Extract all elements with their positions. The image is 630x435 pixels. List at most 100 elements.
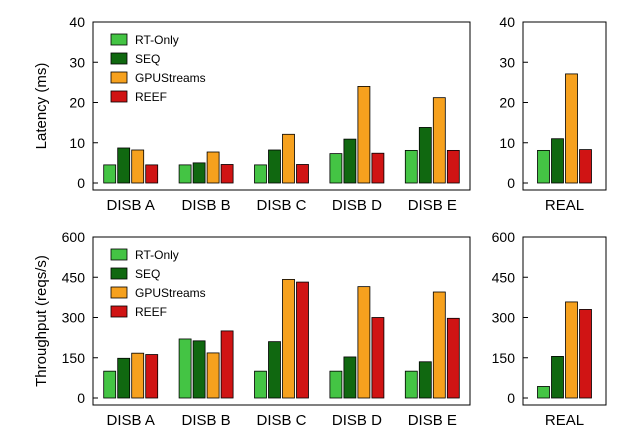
legend-label-seq: SEQ bbox=[135, 267, 160, 281]
latency-main-bar-disb-c-reef bbox=[296, 164, 309, 184]
throughput-main-bar-disb-d-gpustreams bbox=[357, 286, 371, 399]
legend-label-rt-only: RT-Only bbox=[135, 248, 179, 262]
throughput-real-panel: 0 150 300 450 600 REAL bbox=[492, 229, 607, 429]
latency-main-frame bbox=[92, 21, 471, 191]
latency-real-bar-real-rt-only bbox=[537, 149, 550, 184]
throughput-real-ytick-label: 450 bbox=[492, 269, 516, 285]
throughput-main-category-label: DISB D bbox=[332, 412, 382, 429]
latency-main-bar-disb-d-gpustreams bbox=[357, 86, 371, 184]
latency-main-ytick-label: 40 bbox=[69, 14, 85, 30]
latency-real-ytick-label: 40 bbox=[499, 14, 515, 30]
throughput-main-category-label: DISB B bbox=[182, 412, 231, 429]
legend-swatch-rt-only bbox=[110, 33, 128, 46]
throughput-main-ytick-label: 450 bbox=[62, 269, 86, 285]
throughput-main-bar-disb-d-seq bbox=[343, 356, 357, 399]
latency-main-category-label: DISB E bbox=[408, 197, 457, 214]
legend-swatch-gpustreams bbox=[110, 286, 128, 299]
latency-main-legend: RT-Only SEQ GPUStreams REEF bbox=[110, 33, 206, 104]
latency-real-bar-real-reef bbox=[579, 149, 592, 184]
throughput-main-bar-disb-b-rt-only bbox=[178, 338, 192, 399]
throughput-main-ytick-label: 600 bbox=[62, 229, 86, 245]
latency-main-category-label: DISB A bbox=[107, 197, 155, 214]
legend-swatch-gpustreams bbox=[110, 71, 128, 84]
legend-label-rt-only: RT-Only bbox=[135, 33, 179, 47]
throughput-main-bar-disb-c-reef bbox=[296, 281, 309, 399]
throughput-real-bar-real-gpustreams bbox=[565, 301, 578, 399]
throughput-main-bar-disb-b-gpustreams bbox=[206, 352, 220, 399]
legend-label-reef: REEF bbox=[135, 305, 167, 319]
latency-main-bar-disb-e-gpustreams bbox=[432, 97, 446, 184]
latency-real-ytick-label: 10 bbox=[499, 135, 515, 151]
throughput-real-category-label: REAL bbox=[545, 412, 584, 429]
throughput-real-bar-real-reef bbox=[579, 309, 592, 399]
throughput-real-frame bbox=[522, 236, 607, 406]
legend-swatch-rt-only bbox=[110, 248, 128, 261]
latency-main-ytick-label: 20 bbox=[69, 95, 85, 111]
latency-real-ytick-label: 0 bbox=[507, 175, 515, 191]
legend-swatch-reef bbox=[110, 90, 128, 103]
latency-real-panel: 0 10 20 30 40 REAL bbox=[499, 14, 607, 214]
legend-label-gpustreams: GPUStreams bbox=[135, 71, 206, 85]
throughput-main-ytick-label: 0 bbox=[77, 390, 85, 406]
latency-main-ytick-label: 30 bbox=[69, 54, 85, 70]
throughput-main-bar-disb-e-rt-only bbox=[404, 370, 418, 399]
throughput-main-frame bbox=[92, 236, 471, 406]
throughput-main-bar-disb-b-reef bbox=[220, 330, 234, 399]
latency-main-bar-disb-a-seq bbox=[117, 147, 131, 184]
latency-main-bar-disb-d-rt-only bbox=[329, 153, 343, 184]
throughput-main-bar-disb-c-rt-only bbox=[254, 370, 267, 399]
throughput-main-bar-disb-c-gpustreams bbox=[282, 278, 295, 399]
latency-main-bar-disb-b-gpustreams bbox=[206, 151, 220, 184]
latency-main-category-label: DISB D bbox=[332, 197, 382, 214]
latency-real-frame bbox=[522, 21, 607, 191]
latency-main-ytick-label: 10 bbox=[69, 135, 85, 151]
legend-swatch-reef bbox=[110, 305, 128, 318]
latency-main-bar-disb-c-seq bbox=[268, 149, 281, 184]
latency-main-bar-disb-a-reef bbox=[145, 164, 159, 184]
latency-main-bar-disb-d-reef bbox=[371, 152, 385, 184]
throughput-real-bar-real-seq bbox=[551, 356, 564, 399]
throughput-main-bar-disb-e-seq bbox=[418, 361, 432, 399]
latency-main-bar-disb-a-rt-only bbox=[103, 164, 117, 184]
latency-main-category-label: DISB B bbox=[182, 197, 231, 214]
latency-real-bar-real-seq bbox=[551, 138, 564, 184]
throughput-main-bar-disb-a-rt-only bbox=[103, 370, 117, 399]
latency-main-bar-disb-c-gpustreams bbox=[282, 133, 295, 184]
latency-main-bar-disb-b-seq bbox=[192, 162, 206, 184]
latency-main-bar-disb-d-seq bbox=[343, 138, 357, 184]
legend-label-reef: REEF bbox=[135, 90, 167, 104]
legend-swatch-seq bbox=[110, 52, 128, 65]
latency-main-ylabel: Latency (ms) bbox=[33, 63, 50, 150]
latency-real-bar-real-gpustreams bbox=[565, 73, 578, 184]
throughput-main-bar-disb-b-seq bbox=[192, 340, 206, 399]
throughput-real-bar-real-rt-only bbox=[537, 386, 550, 399]
throughput-real-ytick-label: 150 bbox=[492, 350, 516, 366]
throughput-main-bar-disb-a-reef bbox=[145, 354, 159, 399]
latency-real-category-label: REAL bbox=[545, 197, 584, 214]
latency-main-bar-disb-b-rt-only bbox=[178, 164, 192, 184]
latency-real-ytick-label: 30 bbox=[499, 54, 515, 70]
latency-main-bar-disb-a-gpustreams bbox=[131, 149, 145, 184]
throughput-main-legend: RT-Only SEQ GPUStreams REEF bbox=[110, 248, 206, 319]
throughput-main-ytick-label: 300 bbox=[62, 310, 86, 326]
throughput-main-bar-disb-e-reef bbox=[446, 317, 460, 399]
latency-main-panel: 0 10 20 30 40 Latency (ms) DISB A DISB B DISB C D… bbox=[33, 14, 471, 214]
throughput-main-bar-disb-e-gpustreams bbox=[432, 291, 446, 399]
throughput-main-ylabel: Throughput (reqs/s) bbox=[33, 255, 50, 387]
latency-main-bar-disb-e-reef bbox=[446, 149, 460, 184]
throughput-main-bar-disb-c-seq bbox=[268, 341, 281, 399]
throughput-main-ytick-label: 150 bbox=[62, 350, 86, 366]
throughput-real-ytick-label: 0 bbox=[507, 390, 515, 406]
latency-main-bar-disb-e-rt-only bbox=[404, 149, 418, 184]
throughput-main-bar-disb-d-rt-only bbox=[329, 370, 343, 399]
throughput-main-panel: 0 150 300 450 600 Throughput (reqs/s) DISB A DI… bbox=[33, 229, 471, 429]
latency-main-bar-disb-c-rt-only bbox=[254, 164, 267, 184]
latency-main-ytick-label: 0 bbox=[77, 175, 85, 191]
throughput-real-ytick-label: 300 bbox=[492, 310, 516, 326]
legend-label-seq: SEQ bbox=[135, 52, 160, 66]
latency-main-bar-disb-e-seq bbox=[418, 127, 432, 184]
throughput-main-bar-disb-a-gpustreams bbox=[131, 352, 145, 399]
latency-real-ytick-label: 20 bbox=[499, 95, 515, 111]
legend-label-gpustreams: GPUStreams bbox=[135, 286, 206, 300]
